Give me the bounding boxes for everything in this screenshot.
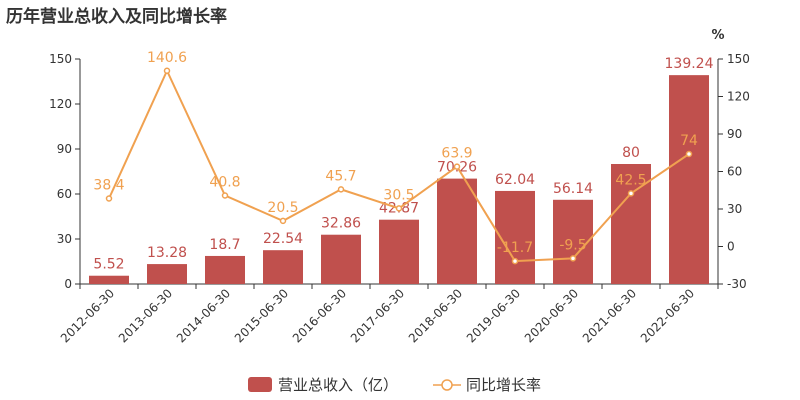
bar (205, 255, 245, 284)
growth-point (569, 255, 577, 262)
bar (89, 275, 129, 284)
growth-data-label: 42.5 (615, 172, 646, 188)
y-left-tick-label: 120 (49, 97, 72, 111)
growth-data-label: -11.7 (497, 240, 533, 256)
x-tick-label: 2017-06-30 (348, 286, 407, 345)
growth-point (453, 163, 461, 170)
growth-data-label: -9.5 (559, 237, 586, 253)
growth-point (279, 217, 287, 225)
chart-title: 历年营业总收入及同比增长率 (6, 7, 227, 27)
y-right-tick-label: 60 (727, 165, 742, 179)
growth-data-label: 20.5 (267, 200, 298, 216)
bar (495, 190, 535, 284)
bar-data-label: 32.86 (321, 216, 361, 232)
x-tick-label: 2014-06-30 (174, 286, 233, 345)
growth-point (337, 186, 345, 193)
x-tick-label: 2019-06-30 (464, 286, 523, 345)
y-left-tick-label: 90 (57, 142, 72, 156)
bar-data-label: 18.7 (209, 237, 240, 253)
y-right-tick-label: 30 (727, 202, 742, 216)
y-right-tick-label: -30 (727, 277, 747, 291)
growth-point (395, 205, 403, 212)
y-right-tick-label: 120 (727, 90, 750, 104)
growth-point (163, 67, 171, 74)
legend-line-label: 同比增长率 (466, 376, 541, 394)
y-left-tick-label: 0 (64, 277, 72, 291)
bar-data-label: 56.14 (553, 181, 593, 197)
x-tick-label: 2022-06-30 (638, 286, 697, 345)
legend-bar-label: 营业总收入（亿） (278, 376, 398, 394)
growth-data-label: 63.9 (441, 146, 472, 162)
x-tick-label: 2020-06-30 (522, 286, 581, 345)
x-tick-label: 2015-06-30 (232, 286, 291, 345)
bar (437, 178, 477, 284)
bar (379, 219, 419, 284)
bar-data-label: 13.28 (147, 245, 187, 261)
y-right-tick-label: 0 (727, 240, 735, 254)
x-tick-label: 2021-06-30 (580, 286, 639, 345)
bar-data-label: 62.04 (495, 172, 535, 188)
y-left-tick-label: 30 (57, 232, 72, 246)
growth-point (685, 150, 693, 158)
bar-data-label: 139.24 (665, 56, 714, 72)
growth-data-label: 140.6 (147, 50, 187, 66)
bar (669, 75, 709, 284)
x-tick-label: 2018-06-30 (406, 286, 465, 345)
growth-point (105, 195, 113, 202)
legend-bar-swatch (248, 377, 272, 392)
growth-point (221, 192, 229, 199)
bar (553, 199, 593, 284)
legend-line-marker (441, 379, 453, 391)
y-right-unit: % (711, 28, 724, 43)
growth-data-label: 30.5 (383, 187, 414, 203)
growth-point (627, 190, 635, 197)
growth-point (511, 257, 519, 265)
x-tick-label: 2012-06-30 (58, 286, 117, 345)
y-left-tick-label: 150 (49, 52, 72, 66)
growth-data-label: 45.7 (325, 168, 356, 184)
x-tick-label: 2013-06-30 (116, 286, 175, 345)
bar (147, 264, 187, 284)
bar-data-label: 80 (622, 145, 640, 161)
bar-data-label: 22.54 (263, 231, 303, 247)
bar (263, 250, 303, 284)
y-right-tick-label: 150 (727, 52, 750, 66)
bar-data-label: 5.52 (93, 257, 124, 273)
growth-data-label: 74 (680, 133, 698, 149)
x-tick-label: 2016-06-30 (290, 286, 349, 345)
bar (321, 234, 361, 284)
growth-data-label: 40.8 (209, 175, 240, 191)
growth-data-label: 38.4 (93, 178, 124, 194)
y-left-tick-label: 60 (57, 187, 72, 201)
y-right-tick-label: 90 (727, 127, 742, 141)
